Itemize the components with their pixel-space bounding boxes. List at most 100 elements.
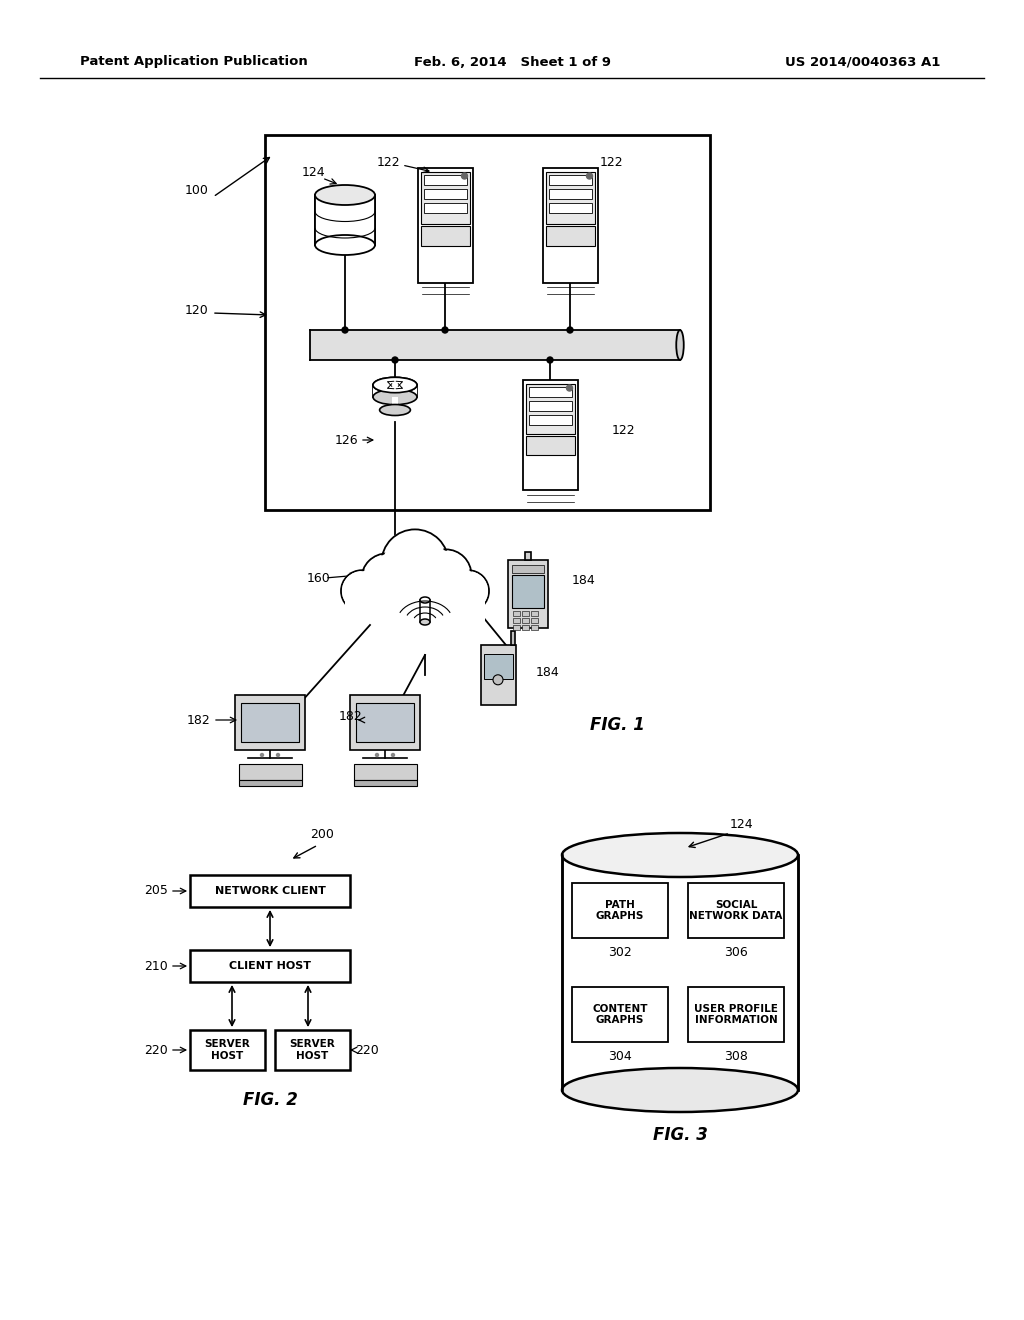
Circle shape [462, 173, 468, 180]
Text: 122: 122 [612, 424, 636, 437]
Text: 124: 124 [301, 166, 325, 180]
Text: 122: 122 [377, 156, 400, 169]
Circle shape [422, 552, 469, 598]
Text: US 2014/0040363 A1: US 2014/0040363 A1 [784, 55, 940, 69]
Bar [190, 1030, 265, 1071]
Bar [353, 764, 417, 780]
Bar [549, 189, 592, 199]
Text: SERVER
HOST: SERVER HOST [289, 1039, 335, 1061]
Text: NETWORK CLIENT: NETWORK CLIENT [215, 886, 326, 896]
Ellipse shape [373, 389, 417, 405]
Bar [512, 576, 544, 607]
Bar [239, 780, 301, 785]
Bar [513, 624, 520, 630]
Bar [310, 330, 680, 360]
Circle shape [442, 327, 449, 333]
Circle shape [260, 754, 263, 756]
Text: 182: 182 [186, 714, 210, 726]
Bar [522, 380, 578, 490]
Bar [190, 875, 350, 907]
Ellipse shape [562, 1068, 798, 1111]
Bar [190, 950, 350, 982]
Circle shape [342, 327, 348, 333]
Bar [522, 624, 529, 630]
Circle shape [392, 356, 398, 363]
Text: CONTENT
GRAPHS: CONTENT GRAPHS [592, 1003, 648, 1026]
Bar [418, 168, 472, 282]
Ellipse shape [562, 833, 798, 876]
Text: FIG. 1: FIG. 1 [590, 715, 645, 734]
Circle shape [276, 754, 280, 756]
Text: 220: 220 [144, 1044, 168, 1056]
Bar [512, 565, 544, 573]
Text: SERVER
HOST: SERVER HOST [204, 1039, 250, 1061]
Bar [508, 560, 548, 628]
Circle shape [410, 570, 455, 615]
Bar [546, 172, 595, 224]
Circle shape [587, 173, 593, 180]
Bar [528, 387, 571, 397]
Circle shape [566, 385, 572, 391]
Bar [549, 203, 592, 213]
Bar [543, 168, 597, 282]
Circle shape [384, 532, 445, 594]
Text: 100: 100 [185, 183, 209, 197]
Circle shape [547, 356, 553, 363]
Text: 160: 160 [307, 572, 331, 585]
Circle shape [567, 327, 573, 333]
Text: 220: 220 [355, 1044, 379, 1056]
Ellipse shape [380, 404, 411, 416]
Bar [525, 436, 574, 455]
Text: 302: 302 [608, 945, 632, 958]
Bar [546, 226, 595, 247]
Bar [265, 135, 710, 510]
Text: 124: 124 [730, 818, 754, 832]
Text: FIG. 3: FIG. 3 [652, 1126, 708, 1144]
Ellipse shape [315, 235, 375, 255]
Bar [350, 696, 420, 750]
Bar [420, 601, 430, 622]
Circle shape [361, 553, 413, 605]
Circle shape [376, 754, 379, 756]
Bar [562, 855, 798, 1090]
Text: 184: 184 [572, 573, 596, 586]
Circle shape [376, 570, 421, 615]
Ellipse shape [420, 619, 430, 624]
Bar [424, 189, 467, 199]
Text: 184: 184 [536, 665, 560, 678]
Text: 306: 306 [724, 945, 748, 958]
Text: FIG. 2: FIG. 2 [243, 1092, 297, 1109]
Text: Feb. 6, 2014   Sheet 1 of 9: Feb. 6, 2014 Sheet 1 of 9 [414, 55, 610, 69]
Text: 210: 210 [144, 960, 168, 973]
Circle shape [381, 529, 449, 597]
Circle shape [450, 572, 487, 610]
Bar [572, 883, 668, 939]
Text: USER PROFILE
INFORMATION: USER PROFILE INFORMATION [694, 1003, 778, 1026]
Bar [373, 385, 417, 397]
Bar [242, 702, 299, 742]
Bar [513, 618, 520, 623]
Text: 304: 304 [608, 1049, 632, 1063]
Bar [528, 401, 571, 411]
Text: 122: 122 [600, 156, 624, 169]
Bar [356, 702, 414, 742]
Bar [531, 624, 538, 630]
Circle shape [341, 570, 383, 611]
Bar [315, 195, 375, 246]
Text: 308: 308 [724, 1049, 748, 1063]
Bar [525, 552, 531, 560]
Circle shape [420, 549, 471, 601]
Bar [239, 764, 301, 780]
Bar [392, 397, 398, 411]
Circle shape [447, 570, 489, 611]
Circle shape [391, 754, 394, 756]
Text: PATH
GRAPHS: PATH GRAPHS [596, 900, 644, 921]
Bar [424, 176, 467, 185]
Bar [525, 384, 574, 433]
Circle shape [412, 572, 453, 614]
Circle shape [493, 675, 503, 685]
Bar [421, 226, 469, 247]
Circle shape [378, 572, 419, 614]
Bar [688, 883, 784, 939]
Bar [483, 653, 512, 680]
